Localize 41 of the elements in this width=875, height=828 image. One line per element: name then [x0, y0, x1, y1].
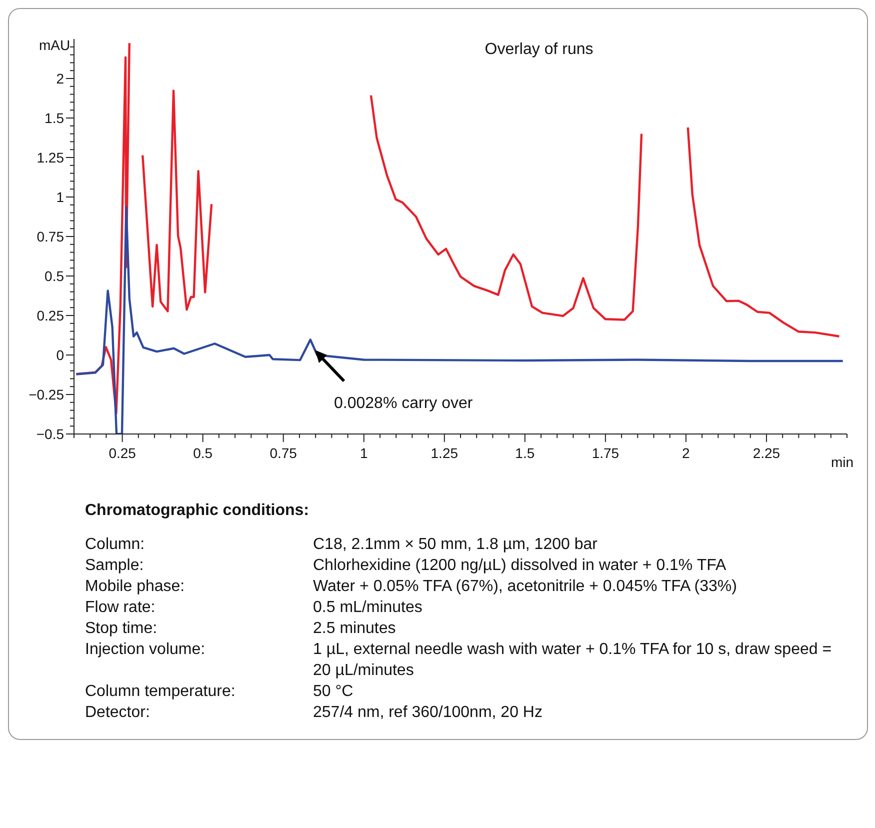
text: Column temperature: — [85, 682, 236, 702]
text: Water + 0.05% TFA (67%), acetonitrile + 0.045% TFA (33%) — [313, 577, 738, 597]
y-tick-label: 2 — [56, 70, 64, 86]
text: 257/4 nm, ref 360/100nm, 20 Hz — [313, 703, 544, 723]
text: 0.5 mL/minutes — [313, 598, 424, 618]
x-tick-label: 0.75 — [270, 445, 298, 461]
text: Injection volume: — [85, 640, 206, 660]
text: Chromatographic conditions: — [85, 502, 310, 520]
text: 1 µL, external needle wash with water + 0.1% TFA for 10 s, draw speed = 20 µL/minutes — [313, 640, 833, 681]
x-tick-label: 1.75 — [592, 445, 620, 461]
text: Chlorhexidine (1200 ng/µL) dissolved in water + 0.1% TFA — [313, 556, 728, 576]
text: 2.5 minutes — [313, 619, 397, 639]
text: Stop time: — [85, 619, 158, 639]
text: C18, 2.1mm × 50 mm, 1.8 µm, 1200 bar — [313, 535, 598, 555]
text: Mobile phase: — [85, 577, 186, 597]
y-tick-label: 0 — [56, 347, 64, 363]
x-tick-label: 2 — [682, 445, 690, 461]
text: Sample: — [85, 556, 145, 576]
y-tick-label: 0.75 — [36, 228, 64, 244]
y-tick-label: 0.25 — [36, 308, 64, 324]
text: Flow rate: — [85, 598, 156, 618]
y-tick-label: 1.5 — [44, 110, 64, 126]
y-tick-label: 1.25 — [36, 150, 64, 166]
line-series — [75, 206, 844, 434]
x-tick-label: 0.5 — [193, 445, 213, 461]
y-tick-label: 0.5 — [44, 268, 64, 284]
x-tick-label: 0.25 — [108, 445, 136, 461]
x-tick-label: 1.5 — [515, 445, 535, 461]
y-axis-title: mAU — [39, 37, 70, 53]
y-tick-label: −0.25 — [28, 386, 64, 402]
chart-title: Overlay of runs — [484, 41, 594, 59]
y-tick-label: −0.5 — [36, 426, 64, 442]
text: Detector: — [85, 703, 151, 723]
x-tick-label: 1 — [360, 445, 368, 461]
text: Column: — [85, 535, 146, 555]
x-tick-label: 2.25 — [752, 445, 780, 461]
text: 50 °C — [313, 682, 354, 702]
x-tick-label: 1.25 — [430, 445, 458, 461]
y-tick-label: 1 — [56, 189, 64, 205]
annotation: 0.0028% carry over — [334, 395, 473, 413]
x-axis-title: min — [831, 454, 854, 470]
